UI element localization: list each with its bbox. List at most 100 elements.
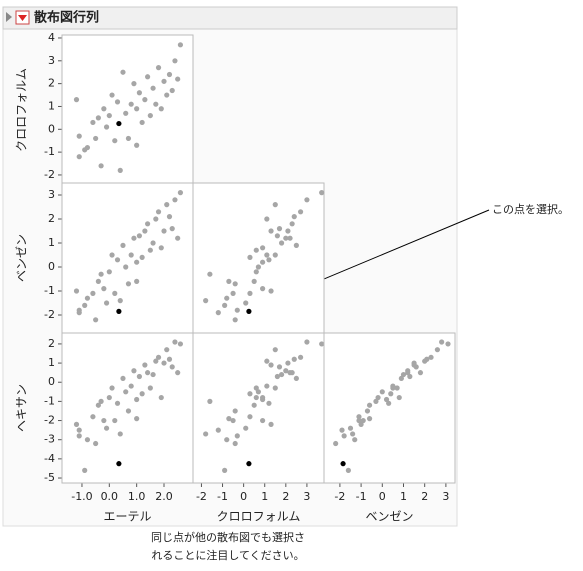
point[interactable] bbox=[109, 92, 115, 98]
point[interactable] bbox=[222, 467, 228, 473]
point[interactable] bbox=[445, 341, 451, 347]
point[interactable] bbox=[297, 209, 304, 215]
point[interactable] bbox=[356, 417, 362, 424]
point[interactable] bbox=[356, 414, 362, 420]
point[interactable] bbox=[264, 252, 270, 258]
point[interactable] bbox=[276, 226, 283, 232]
point[interactable] bbox=[172, 339, 178, 345]
point[interactable] bbox=[82, 467, 88, 473]
point[interactable] bbox=[434, 347, 441, 353]
point[interactable] bbox=[400, 371, 407, 378]
point[interactable] bbox=[268, 421, 274, 427]
point[interactable] bbox=[114, 257, 121, 263]
point[interactable] bbox=[164, 202, 170, 208]
point[interactable] bbox=[177, 341, 184, 347]
point[interactable] bbox=[147, 247, 153, 253]
point[interactable] bbox=[134, 416, 140, 422]
point[interactable] bbox=[345, 467, 351, 473]
point[interactable] bbox=[109, 252, 115, 258]
point[interactable] bbox=[106, 269, 112, 275]
point[interactable] bbox=[177, 42, 184, 48]
point[interactable] bbox=[266, 257, 272, 263]
point[interactable] bbox=[82, 147, 88, 153]
point[interactable] bbox=[264, 358, 270, 364]
point[interactable] bbox=[134, 259, 140, 265]
point[interactable] bbox=[131, 368, 137, 374]
point[interactable] bbox=[234, 433, 240, 439]
point[interactable] bbox=[247, 254, 253, 260]
point[interactable] bbox=[76, 154, 82, 160]
point[interactable] bbox=[112, 290, 118, 296]
point[interactable] bbox=[112, 138, 118, 144]
point[interactable] bbox=[169, 364, 175, 370]
point[interactable] bbox=[253, 394, 259, 401]
point[interactable] bbox=[136, 373, 142, 380]
point[interactable] bbox=[260, 394, 266, 401]
point[interactable] bbox=[120, 69, 126, 75]
menu-arrow[interactable] bbox=[18, 15, 27, 21]
point[interactable] bbox=[123, 110, 129, 116]
point[interactable] bbox=[142, 362, 148, 368]
point[interactable] bbox=[145, 74, 151, 80]
point[interactable] bbox=[291, 356, 297, 362]
point[interactable] bbox=[175, 370, 181, 376]
point[interactable] bbox=[82, 302, 88, 308]
point[interactable] bbox=[413, 364, 419, 370]
point[interactable] bbox=[266, 400, 272, 406]
point[interactable] bbox=[125, 408, 132, 414]
point[interactable] bbox=[120, 242, 126, 248]
point[interactable] bbox=[417, 370, 424, 376]
point[interactable] bbox=[128, 252, 134, 258]
point[interactable] bbox=[319, 190, 325, 196]
point[interactable] bbox=[260, 259, 266, 265]
point[interactable] bbox=[232, 317, 238, 323]
point[interactable] bbox=[155, 354, 162, 360]
point[interactable] bbox=[76, 310, 82, 316]
point[interactable] bbox=[207, 271, 213, 277]
point[interactable] bbox=[407, 373, 413, 380]
point[interactable] bbox=[153, 101, 159, 107]
point[interactable] bbox=[364, 408, 371, 414]
point[interactable] bbox=[134, 278, 140, 284]
point[interactable] bbox=[125, 135, 132, 142]
point[interactable] bbox=[289, 221, 295, 227]
point[interactable] bbox=[101, 106, 107, 112]
point[interactable] bbox=[272, 385, 278, 391]
point[interactable] bbox=[253, 269, 259, 275]
point[interactable] bbox=[98, 398, 104, 404]
point[interactable] bbox=[272, 252, 278, 258]
point[interactable] bbox=[230, 417, 236, 424]
point[interactable] bbox=[260, 417, 266, 424]
point[interactable] bbox=[234, 307, 240, 313]
point[interactable] bbox=[103, 425, 110, 431]
point[interactable] bbox=[106, 112, 112, 119]
point[interactable] bbox=[76, 427, 82, 433]
point[interactable] bbox=[90, 119, 96, 126]
point[interactable] bbox=[398, 375, 404, 382]
point[interactable] bbox=[166, 71, 173, 78]
point[interactable] bbox=[264, 216, 270, 222]
point[interactable] bbox=[272, 202, 278, 208]
point[interactable] bbox=[139, 119, 145, 126]
point[interactable] bbox=[117, 431, 123, 437]
point[interactable] bbox=[161, 228, 167, 234]
point[interactable] bbox=[106, 394, 112, 401]
point[interactable] bbox=[166, 214, 173, 220]
point[interactable] bbox=[153, 216, 159, 222]
point[interactable] bbox=[333, 440, 339, 447]
point[interactable] bbox=[285, 360, 291, 366]
point[interactable] bbox=[109, 385, 115, 391]
point[interactable] bbox=[274, 233, 280, 239]
point[interactable] bbox=[175, 235, 181, 241]
point[interactable] bbox=[150, 371, 156, 378]
point[interactable] bbox=[366, 402, 373, 408]
point[interactable] bbox=[90, 414, 96, 420]
point[interactable] bbox=[128, 383, 134, 389]
point[interactable] bbox=[150, 240, 156, 246]
point[interactable] bbox=[125, 281, 132, 287]
point[interactable] bbox=[232, 408, 238, 414]
point[interactable] bbox=[139, 254, 145, 260]
point[interactable] bbox=[341, 433, 347, 439]
point[interactable] bbox=[339, 427, 345, 433]
point[interactable] bbox=[84, 295, 91, 301]
